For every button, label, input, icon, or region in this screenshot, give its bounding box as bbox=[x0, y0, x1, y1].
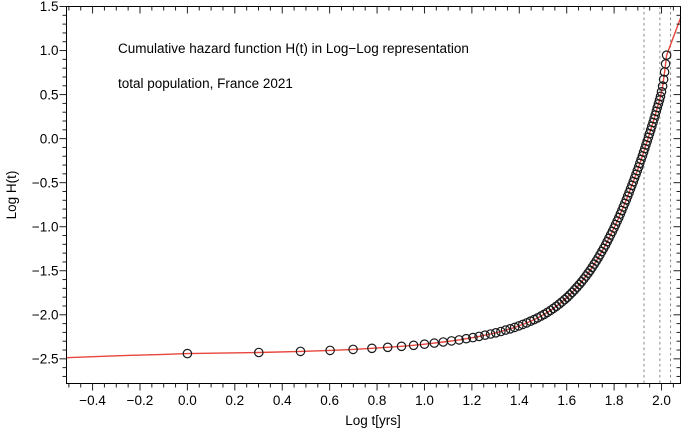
chart-title: Cumulative hazard function H(t) in Log−L… bbox=[118, 41, 469, 56]
x-axis-label: Log t[yrs] bbox=[345, 413, 401, 428]
svg-text:0.6: 0.6 bbox=[320, 393, 339, 408]
svg-text:−0.5: −0.5 bbox=[32, 175, 59, 190]
svg-text:0.8: 0.8 bbox=[368, 393, 387, 408]
svg-text:−2.0: −2.0 bbox=[32, 307, 59, 322]
svg-text:0.5: 0.5 bbox=[40, 87, 59, 102]
svg-text:1.6: 1.6 bbox=[557, 393, 576, 408]
y-tick-labels: 1.5 1.0 0.5 0.0 −0.5 −1.0 −1.5 −2.0 −2.5 bbox=[32, 0, 59, 367]
svg-text:−0.4: −0.4 bbox=[79, 393, 106, 408]
x-tick-labels: −0.4 −0.2 0.0 0.2 0.4 0.6 0.8 1.0 1.2 1.4 1.6 1.8 2.… bbox=[79, 393, 671, 408]
reference-dashed-lines bbox=[643, 6, 672, 384]
svg-text:2.0: 2.0 bbox=[652, 393, 671, 408]
y-axis-label: Log H(t) bbox=[4, 171, 19, 220]
y-axis-ticks bbox=[59, 6, 681, 377]
svg-text:1.0: 1.0 bbox=[415, 393, 434, 408]
svg-text:0.2: 0.2 bbox=[225, 393, 244, 408]
fit-line bbox=[66, 17, 682, 359]
svg-text:1.4: 1.4 bbox=[510, 393, 529, 408]
svg-text:−2.5: −2.5 bbox=[32, 352, 59, 367]
svg-text:1.5: 1.5 bbox=[40, 0, 59, 14]
chart-subtitle: total population, France 2021 bbox=[118, 76, 293, 91]
svg-text:0.4: 0.4 bbox=[273, 393, 292, 408]
svg-text:0.0: 0.0 bbox=[178, 393, 197, 408]
svg-text:−1.5: −1.5 bbox=[32, 263, 59, 278]
svg-text:1.2: 1.2 bbox=[462, 393, 481, 408]
plot-border bbox=[66, 6, 681, 384]
svg-text:1.0: 1.0 bbox=[40, 43, 59, 58]
data-points bbox=[182, 50, 672, 359]
svg-text:−1.0: −1.0 bbox=[32, 219, 59, 234]
svg-text:0.0: 0.0 bbox=[40, 131, 59, 146]
svg-text:1.8: 1.8 bbox=[605, 393, 624, 408]
svg-text:−0.2: −0.2 bbox=[127, 393, 154, 408]
x-axis-ticks bbox=[68, 6, 674, 391]
